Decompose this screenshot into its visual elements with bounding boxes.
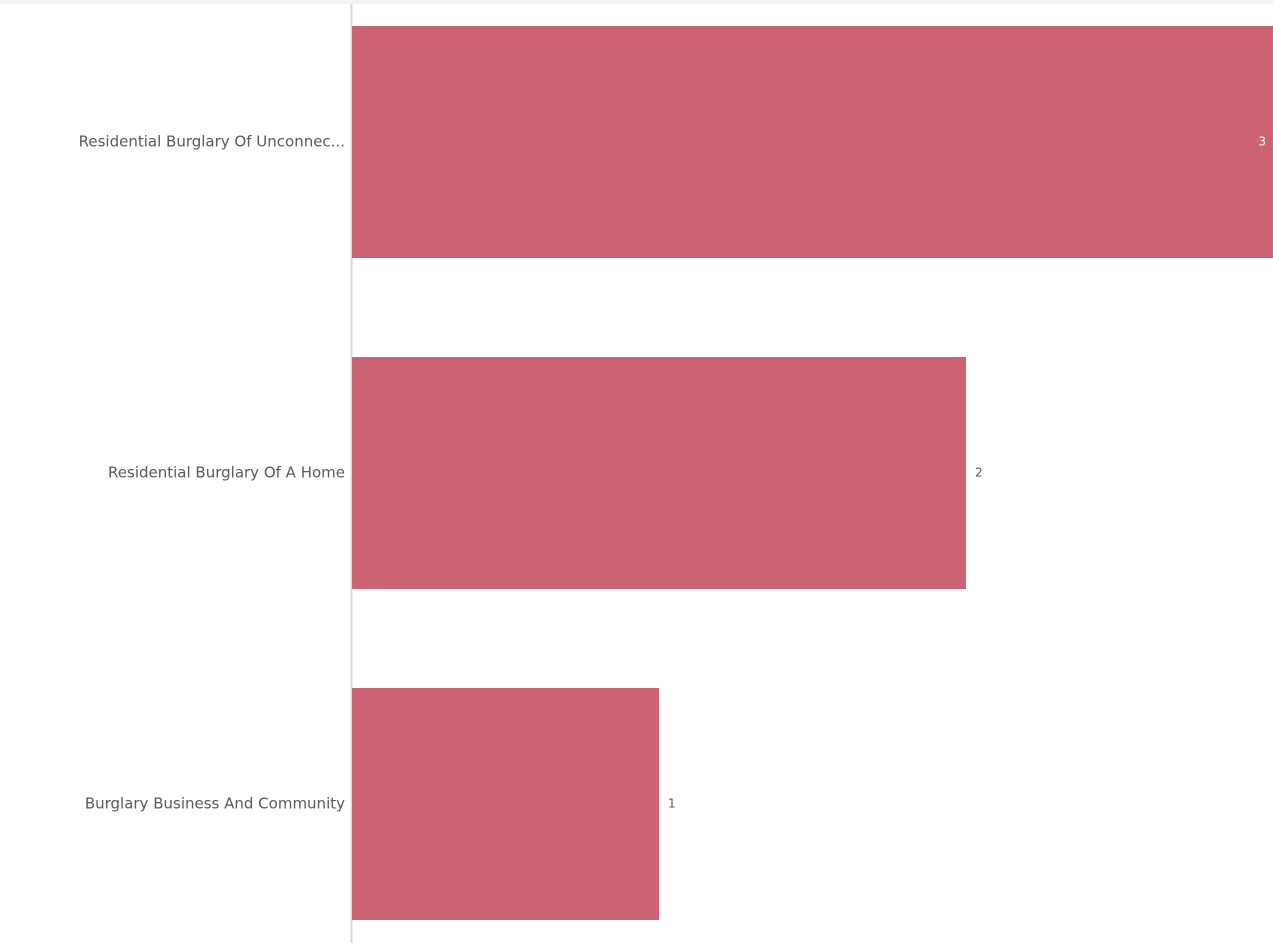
bar[interactable] (352, 688, 659, 920)
bar[interactable] (352, 26, 1273, 258)
value-label: 3 (1258, 135, 1266, 149)
value-label: 2 (975, 466, 983, 480)
bar[interactable] (352, 357, 966, 589)
category-label: Residential Burglary Of Unconnec... (79, 133, 345, 151)
value-label: 1 (668, 797, 676, 811)
bars-layer (352, 26, 1273, 920)
value-labels-layer: 3 2 1 (668, 135, 1266, 811)
header-strip (0, 0, 1273, 4)
category-labels-layer: Residential Burglary Of Unconnec... Resid… (79, 133, 345, 813)
category-label: Burglary Business And Community (85, 795, 345, 813)
category-label: Residential Burglary Of A Home (108, 464, 345, 482)
